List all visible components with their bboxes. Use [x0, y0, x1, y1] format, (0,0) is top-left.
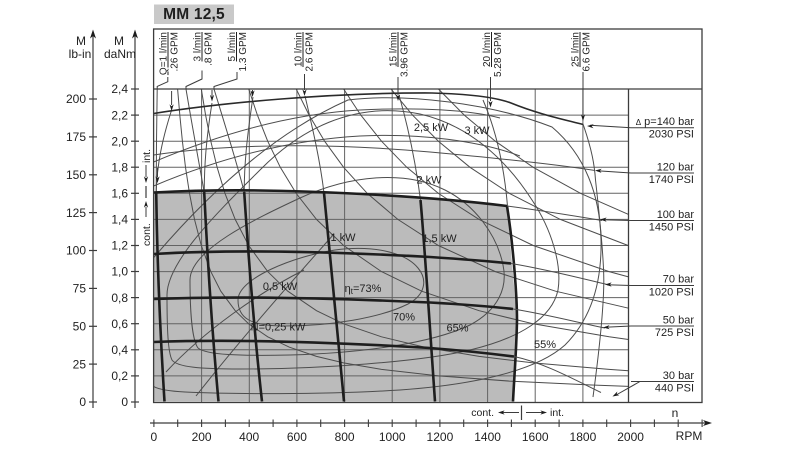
svg-text:RPM: RPM: [676, 429, 703, 443]
svg-text:Q=1 l/min: Q=1 l/min: [159, 32, 170, 75]
svg-text:1800: 1800: [570, 430, 597, 444]
svg-text:1600: 1600: [522, 430, 549, 444]
svg-text:int.: int.: [141, 149, 153, 163]
svg-text:25: 25: [73, 357, 87, 371]
svg-text:800: 800: [335, 430, 355, 444]
svg-text:3.96 GPM: 3.96 GPM: [400, 32, 411, 77]
svg-text:cont.: cont.: [141, 223, 153, 246]
svg-text:1,6: 1,6: [111, 187, 128, 201]
svg-text:0,5 kW: 0,5 kW: [263, 281, 298, 293]
svg-text:1,8: 1,8: [111, 160, 128, 174]
svg-text:1000: 1000: [379, 430, 406, 444]
svg-text:125: 125: [66, 206, 86, 220]
svg-text:Δ p=140 bar: Δ p=140 bar: [636, 116, 695, 128]
svg-text:1,5 kW: 1,5 kW: [422, 233, 457, 245]
svg-text:20 l/min: 20 l/min: [482, 32, 493, 67]
svg-text:cont.: cont.: [471, 407, 494, 419]
svg-text:0,2: 0,2: [111, 369, 128, 383]
svg-text:5 l/min: 5 l/min: [227, 32, 238, 61]
svg-text:2,5 kW: 2,5 kW: [414, 122, 449, 134]
svg-text:0: 0: [79, 395, 86, 409]
svg-text:3 l/min: 3 l/min: [193, 32, 204, 61]
svg-text:25 l/min: 25 l/min: [571, 32, 582, 67]
svg-text:1740 PSI: 1740 PSI: [649, 174, 694, 186]
svg-text:N=0,25 kW: N=0,25 kW: [251, 322, 306, 334]
svg-text:2 kW: 2 kW: [416, 175, 442, 187]
svg-text:0,6: 0,6: [111, 317, 128, 331]
svg-text:100: 100: [66, 244, 86, 258]
svg-text:1,4: 1,4: [111, 213, 128, 227]
svg-text:6.6 GPM: 6.6 GPM: [582, 32, 593, 71]
svg-text:1,2: 1,2: [111, 239, 128, 253]
svg-text:100 bar: 100 bar: [657, 209, 695, 221]
svg-text:daNm: daNm: [104, 47, 136, 61]
svg-text:0,4: 0,4: [111, 343, 128, 357]
svg-text:150: 150: [66, 168, 86, 182]
svg-text:2030 PSI: 2030 PSI: [649, 129, 694, 141]
svg-text:M: M: [76, 34, 86, 48]
svg-text:725 PSI: 725 PSI: [655, 327, 694, 339]
svg-text:.26 GPM: .26 GPM: [170, 32, 181, 71]
svg-text:1,0: 1,0: [111, 265, 128, 279]
svg-text:10 l/min: 10 l/min: [294, 32, 305, 67]
svg-text:ηt=73%: ηt=73%: [345, 283, 382, 296]
svg-text:1200: 1200: [427, 430, 454, 444]
svg-text:2000: 2000: [617, 430, 644, 444]
svg-text:0: 0: [121, 395, 128, 409]
svg-text:1 kW: 1 kW: [330, 232, 356, 244]
svg-text:55%: 55%: [534, 339, 556, 351]
svg-text:200: 200: [192, 430, 212, 444]
svg-text:1450 PSI: 1450 PSI: [649, 222, 694, 234]
svg-text:.8 GPM: .8 GPM: [204, 32, 215, 66]
svg-text:5.28 GPM: 5.28 GPM: [493, 32, 504, 77]
svg-text:50 bar: 50 bar: [663, 315, 695, 327]
svg-text:2,4: 2,4: [111, 82, 128, 96]
svg-text:400: 400: [239, 430, 259, 444]
svg-text:440 PSI: 440 PSI: [655, 383, 694, 395]
svg-text:200: 200: [66, 92, 86, 106]
svg-text:0: 0: [151, 430, 158, 444]
svg-text:600: 600: [287, 430, 307, 444]
svg-text:3 kW: 3 kW: [464, 125, 490, 137]
svg-text:175: 175: [66, 130, 86, 144]
svg-text:30 bar: 30 bar: [663, 370, 695, 382]
svg-text:int.: int.: [550, 407, 564, 419]
svg-text:0,8: 0,8: [111, 291, 128, 305]
svg-text:120 bar: 120 bar: [657, 162, 695, 174]
svg-text:70%: 70%: [393, 312, 415, 324]
svg-text:M: M: [114, 34, 124, 48]
svg-text:2.6 GPM: 2.6 GPM: [305, 32, 316, 71]
svg-text:MM 12,5: MM 12,5: [163, 6, 225, 23]
svg-text:75: 75: [73, 282, 87, 296]
svg-text:15 l/min: 15 l/min: [389, 32, 400, 67]
svg-text:n: n: [672, 406, 679, 420]
svg-text:50: 50: [73, 320, 87, 334]
svg-text:2,0: 2,0: [111, 134, 128, 148]
svg-text:lb-in: lb-in: [69, 47, 92, 61]
svg-text:1020 PSI: 1020 PSI: [649, 287, 694, 299]
svg-text:1.3 GPM: 1.3 GPM: [238, 32, 249, 71]
svg-text:2,2: 2,2: [111, 108, 128, 122]
svg-text:70 bar: 70 bar: [663, 274, 695, 286]
svg-text:1400: 1400: [474, 430, 501, 444]
svg-text:65%: 65%: [446, 323, 468, 335]
